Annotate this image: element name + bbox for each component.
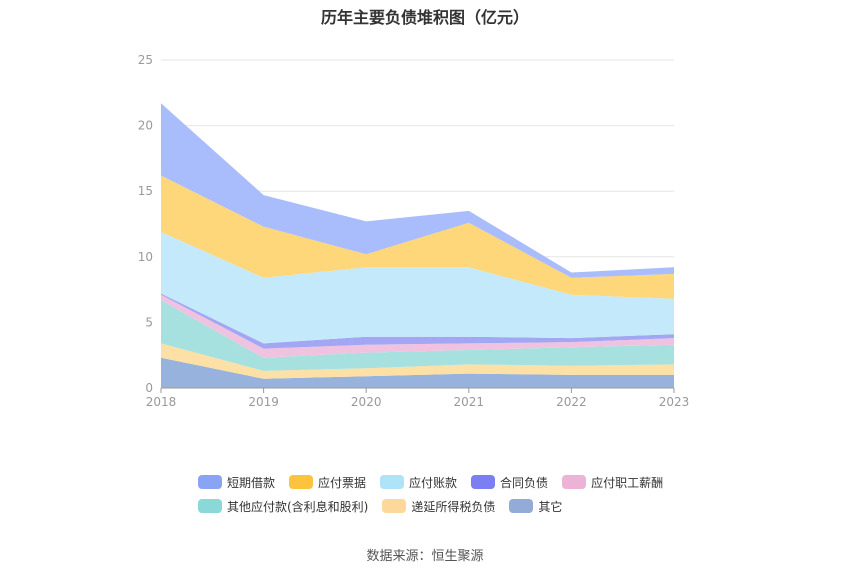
area-series-6 <box>161 175 674 299</box>
legend-swatch <box>382 499 407 513</box>
legend-item[interactable]: 其它 <box>509 498 562 515</box>
legend-row-2: 其他应付款(含利息和股利) 递延所得税负债 其它 <box>198 494 718 518</box>
y-tick-label: 5 <box>145 315 153 329</box>
legend-label: 合同负债 <box>500 475 549 490</box>
y-tick-label: 20 <box>138 119 153 133</box>
chart-title: 历年主要负债堆积图（亿元） <box>320 8 529 27</box>
x-tick-label: 2020 <box>351 395 382 409</box>
legend-swatch <box>471 475 496 489</box>
legend-swatch <box>509 499 534 513</box>
area-series-1 <box>161 343 674 379</box>
x-tick-label: 2019 <box>248 395 279 409</box>
data-source: 数据来源：恒生聚源 <box>366 549 484 564</box>
legend-label: 其他应付款(含利息和股利) <box>227 499 369 514</box>
legend-label: 应付账款 <box>409 475 458 490</box>
y-tick-label: 15 <box>138 184 153 198</box>
x-tick-label: 2021 <box>454 395 485 409</box>
legend-label: 短期借款 <box>227 475 276 490</box>
legend-item[interactable]: 递延所得税负债 <box>382 498 495 515</box>
legend-label: 应付职工薪酬 <box>591 475 664 490</box>
legend-item[interactable]: 短期借款 <box>198 474 275 491</box>
area-series-3 <box>161 294 674 358</box>
legend-label: 其它 <box>538 499 563 514</box>
legend-label: 递延所得税负债 <box>411 499 496 514</box>
legend-item[interactable]: 应付账款 <box>380 474 457 491</box>
legend-swatch <box>198 475 222 489</box>
legend-swatch <box>198 499 222 513</box>
legend-swatch <box>289 475 314 489</box>
legend-label: 应付票据 <box>318 475 367 490</box>
area-series-4 <box>161 293 674 349</box>
legend-row-1: 短期借款 应付票据 应付账款 合同负债 应付职工薪酬 <box>198 470 718 494</box>
axes: 0 5 10 15 20 25 2018 2019 2020 2021 2022 2023 <box>138 53 690 409</box>
area-series-0 <box>161 357 674 388</box>
legend-item[interactable]: 其他应付款(含利息和股利) <box>198 498 368 515</box>
legend-swatch <box>562 475 587 489</box>
area-series <box>161 103 674 388</box>
x-tick-label: 2018 <box>146 395 177 409</box>
y-tick-label: 10 <box>138 250 153 264</box>
legend-swatch <box>380 475 405 489</box>
legend: 短期借款 应付票据 应付账款 合同负债 应付职工薪酬 其他应付款(含利息和股利) 递延所得… <box>198 470 718 518</box>
y-tick-label: 25 <box>138 53 153 67</box>
legend-item[interactable]: 合同负债 <box>471 474 548 491</box>
area-series-5 <box>161 231 674 344</box>
x-tick-label: 2023 <box>659 395 690 409</box>
legend-item[interactable]: 应付票据 <box>289 474 366 491</box>
x-tick-label: 2022 <box>556 395 587 409</box>
area-series-2 <box>161 300 674 371</box>
legend-item[interactable]: 应付职工薪酬 <box>562 474 663 491</box>
y-tick-label: 0 <box>145 381 153 395</box>
